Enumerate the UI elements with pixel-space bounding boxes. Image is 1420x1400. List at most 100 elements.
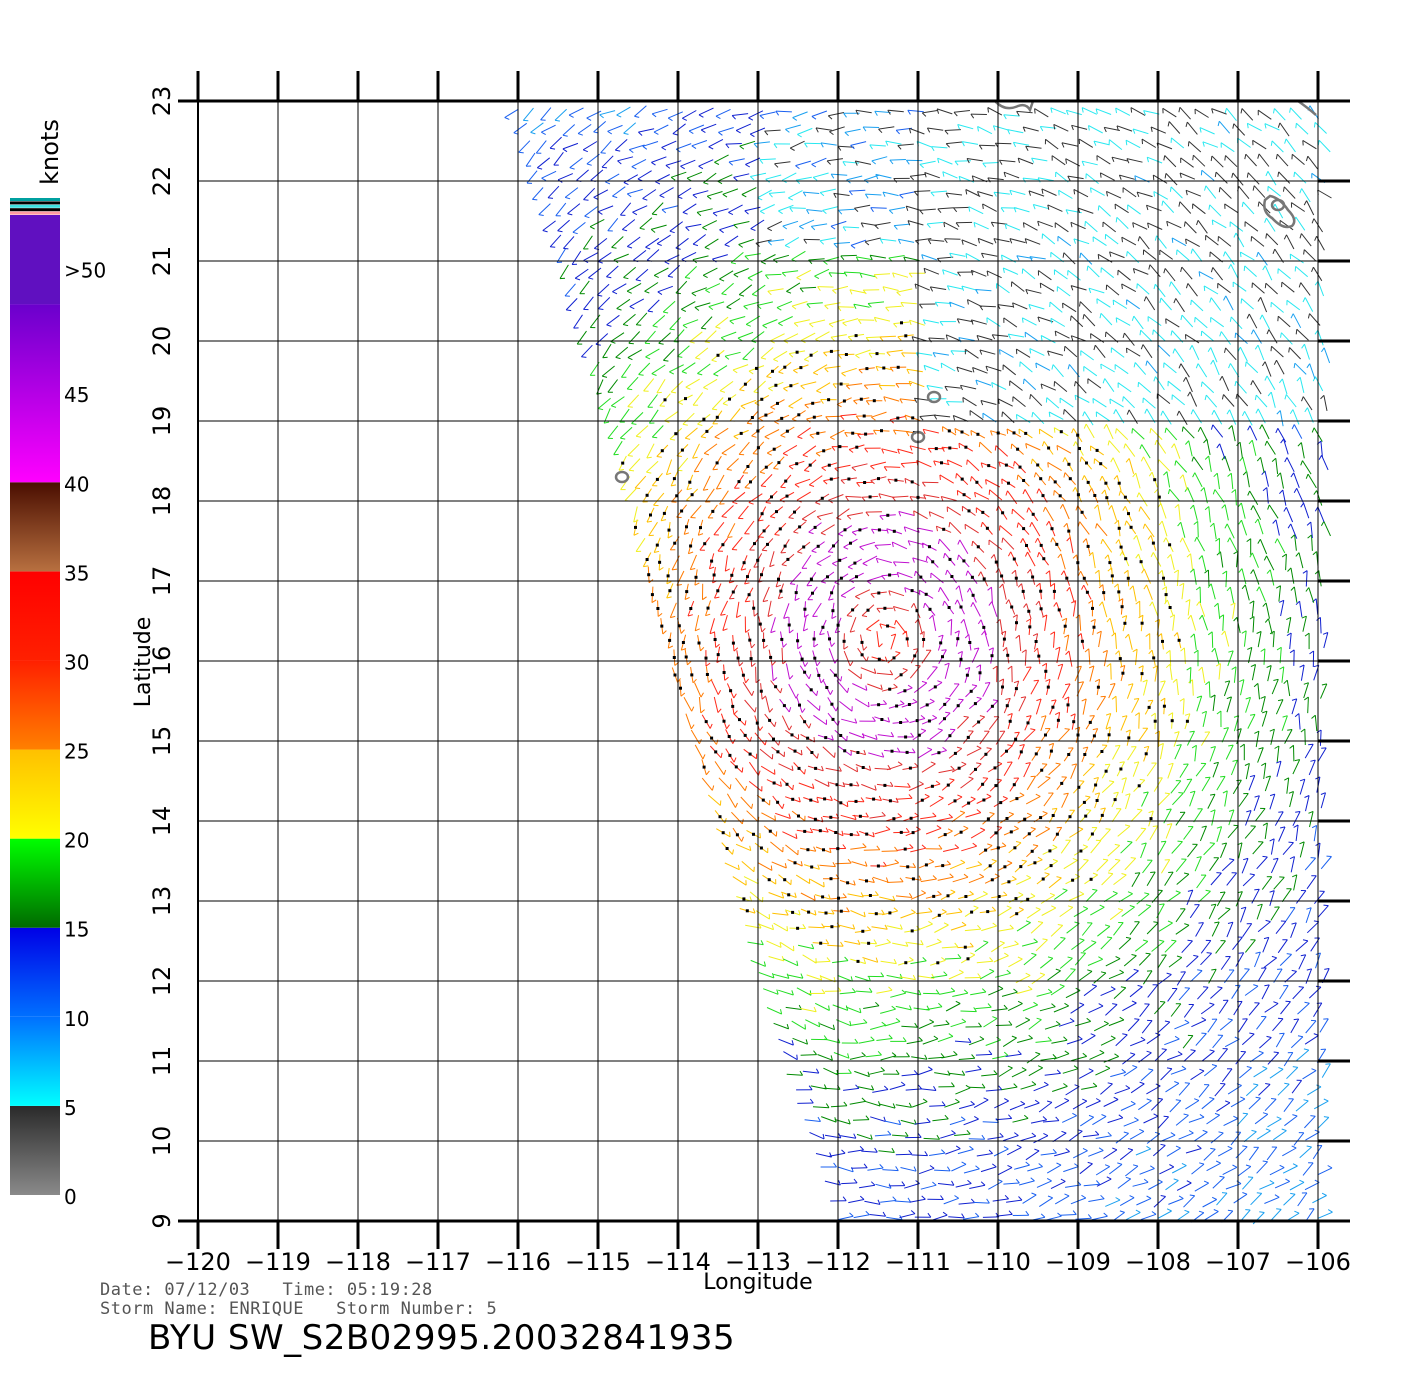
wind-vector [1295, 552, 1304, 569]
wind-vector [667, 632, 674, 649]
wind-vector [1003, 825, 1019, 836]
y-axis-label: Latitude [131, 617, 156, 708]
wind-vector [606, 265, 619, 279]
wind-vector [623, 174, 639, 186]
wind-vector [1214, 171, 1228, 184]
wind-vector [874, 938, 891, 947]
wind-vector [775, 110, 792, 116]
wind-vector [1040, 335, 1056, 344]
wind-vector [1122, 1052, 1136, 1065]
wind-vector [828, 828, 844, 837]
wind-vector [1261, 984, 1270, 1000]
wind-vector [1257, 919, 1271, 933]
wind-vector [1280, 438, 1289, 455]
wind-vector [1283, 1192, 1296, 1206]
wind-vector [1201, 1097, 1215, 1110]
wind-vector [1147, 316, 1162, 327]
wind-vector [697, 413, 711, 426]
wind-vector [1009, 189, 1026, 196]
wind-vector [1020, 1132, 1037, 1142]
wind-vector [1176, 410, 1188, 426]
wind-vector [1250, 236, 1265, 247]
wind-vector [916, 907, 933, 915]
wind-vector [1299, 1145, 1312, 1159]
wind-vector [847, 558, 863, 570]
wind-vector [1295, 328, 1309, 341]
wind-vector [901, 1070, 918, 1077]
wind-vector [1005, 490, 1018, 505]
wind-vector [1138, 614, 1144, 632]
wind-vector [833, 192, 850, 199]
wind-vector [1118, 891, 1133, 903]
wind-vector [802, 615, 809, 632]
wind-vector [1226, 872, 1237, 886]
wind-vector [1085, 173, 1099, 184]
wind-vector [854, 926, 872, 933]
wind-vector [1290, 313, 1302, 329]
wind-vector [854, 204, 871, 212]
wind-vector [1302, 1068, 1317, 1080]
wind-vector [1264, 618, 1273, 635]
wind-vector [1118, 936, 1132, 950]
wind-vector [907, 220, 924, 226]
wind-vector [833, 1052, 850, 1059]
wind-vector [584, 206, 598, 219]
wind-vector [708, 553, 715, 570]
wind-vector [942, 426, 957, 436]
wind-vector [1065, 1084, 1080, 1096]
wind-vector [698, 159, 714, 170]
wind-vector [837, 974, 853, 982]
wind-vector [1256, 855, 1268, 870]
wind-vector [1261, 470, 1269, 487]
wind-vector [800, 1006, 817, 1013]
wind-vector [586, 110, 602, 121]
wind-vector [1244, 153, 1257, 167]
wind-vector [1114, 1085, 1131, 1095]
wind-vector [1298, 282, 1311, 296]
wind-vector [861, 604, 875, 618]
wind-vector [1216, 891, 1226, 907]
wind-vector [863, 1001, 880, 1009]
wind-vector [620, 363, 632, 378]
wind-vector [1074, 394, 1090, 403]
wind-vector [626, 376, 639, 391]
wind-vector [789, 571, 802, 585]
wind-vector [1291, 1079, 1303, 1094]
wind-vector [1204, 185, 1217, 199]
wind-vector [772, 795, 785, 810]
x-tick-label: −112 [805, 1248, 871, 1276]
wind-vector [713, 696, 722, 713]
wind-vector [646, 507, 655, 523]
wind-vector [1012, 614, 1018, 631]
wind-vector [797, 943, 815, 950]
wind-vector [944, 238, 961, 244]
wind-vector [1200, 169, 1215, 181]
wind-vector [870, 1021, 887, 1030]
wind-vector [721, 505, 734, 518]
wind-vector [894, 782, 911, 788]
wind-vector [840, 254, 857, 261]
wind-vector [765, 273, 782, 280]
wind-vector [1160, 410, 1172, 425]
wind-vector [629, 298, 645, 310]
wind-vector [1091, 1212, 1108, 1221]
wind-vector [1313, 490, 1323, 506]
wind-vector [971, 647, 980, 663]
wind-vector [1075, 505, 1087, 520]
wind-vector [866, 619, 880, 632]
wind-vector [1070, 315, 1084, 328]
wind-vector [593, 238, 608, 251]
wind-vector [1306, 920, 1320, 934]
wind-vector [770, 841, 784, 853]
wind-vector [1155, 730, 1160, 748]
wind-vector [888, 590, 905, 597]
wind-vector [1015, 1017, 1031, 1028]
wind-vector [1117, 1176, 1131, 1189]
wind-vector [1217, 1145, 1233, 1157]
wind-vector [914, 618, 923, 635]
wind-vector [682, 203, 697, 215]
wind-vector [1039, 956, 1054, 969]
wind-vector [964, 634, 972, 651]
wind-vector [1277, 122, 1290, 137]
wind-vector [1238, 568, 1247, 585]
